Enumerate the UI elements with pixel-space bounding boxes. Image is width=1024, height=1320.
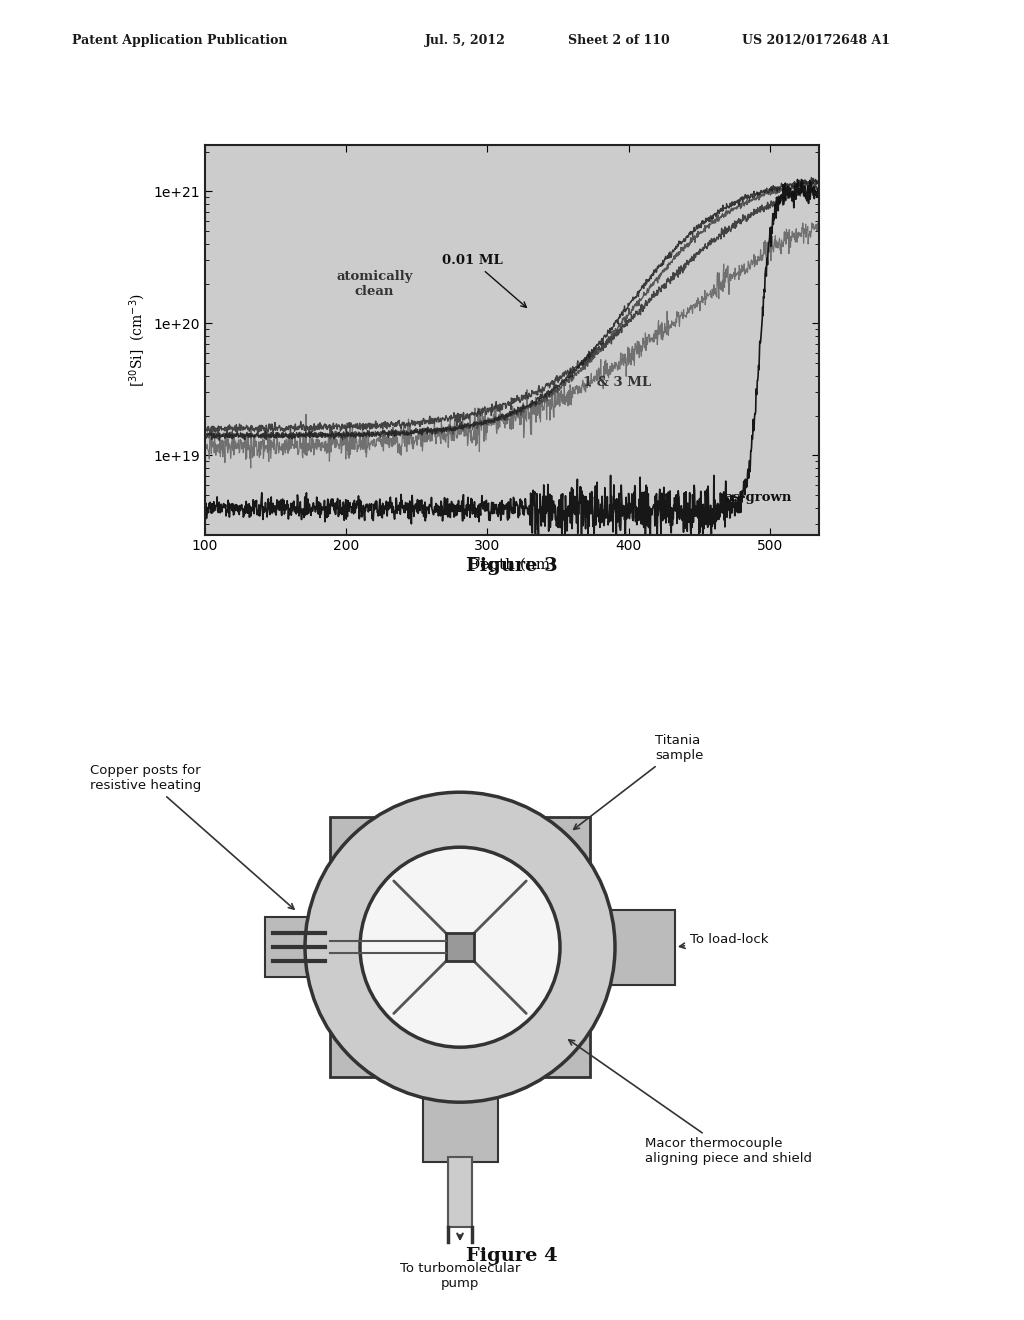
Y-axis label: [$^{30}$Si]  (cm$^{-3}$): [$^{30}$Si] (cm$^{-3}$) [127,293,147,387]
Text: Macor thermocouple
aligning piece and shield: Macor thermocouple aligning piece and sh… [568,1040,812,1166]
Bar [423,1077,498,1162]
Text: US 2012/0172648 A1: US 2012/0172648 A1 [742,34,891,48]
Text: Patent Application Publication: Patent Application Publication [72,34,287,48]
Bar [449,1158,472,1228]
Bar [446,933,474,961]
Text: To turbomolecular
pump: To turbomolecular pump [399,1262,520,1290]
Text: Copper posts for
resistive heating: Copper posts for resistive heating [90,764,294,909]
Text: 1 & 3 ML: 1 & 3 ML [584,376,651,389]
Circle shape [360,847,560,1047]
Text: as-grown: as-grown [725,491,792,504]
Bar [265,917,330,977]
Text: Sheet 2 of 110: Sheet 2 of 110 [568,34,670,48]
X-axis label: Depth (nm): Depth (nm) [468,557,556,572]
Text: Jul. 5, 2012: Jul. 5, 2012 [425,34,506,48]
Text: Figure 4: Figure 4 [466,1247,558,1266]
Text: Titania
sample: Titania sample [573,734,703,829]
Bar [590,909,675,985]
Circle shape [305,792,615,1102]
Text: 0.01 ML: 0.01 ML [442,253,526,308]
Bar [330,817,590,1077]
Text: atomically
clean: atomically clean [336,269,413,298]
Text: To load-lock: To load-lock [680,933,768,948]
Text: Figure 3: Figure 3 [466,557,558,576]
